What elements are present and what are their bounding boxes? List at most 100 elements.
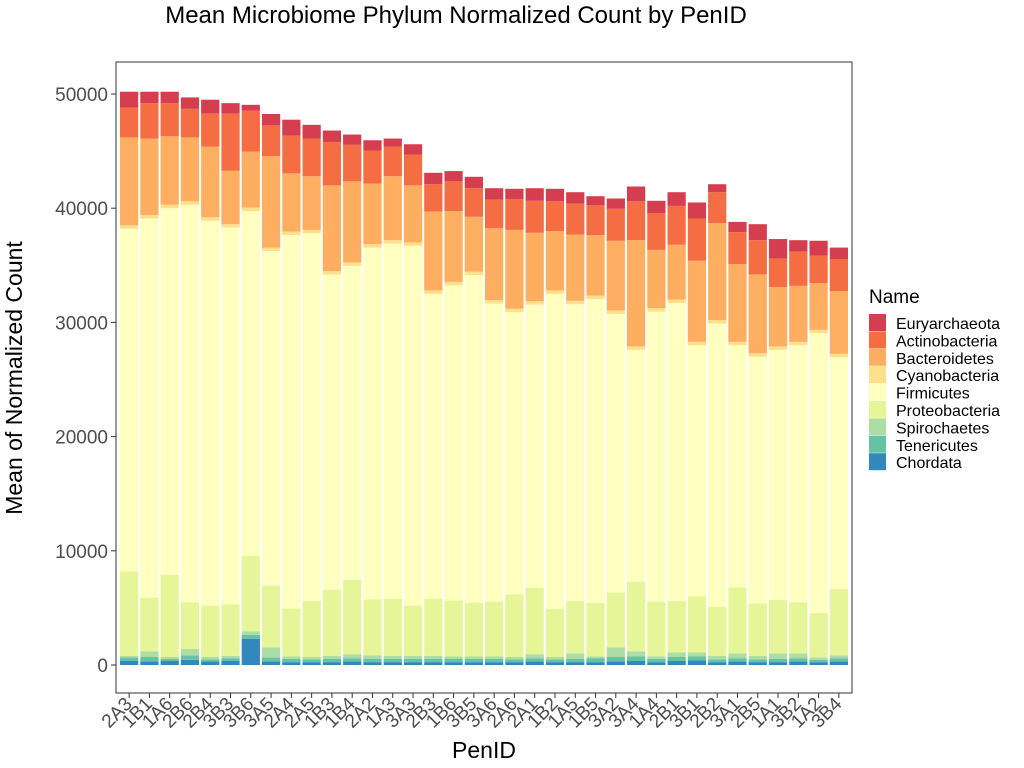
bar-segment-3B1-cyanobacteria bbox=[687, 341, 707, 346]
bar-segment-2A2-tenericutes bbox=[363, 658, 382, 663]
bar-segment-3B5-tenericutes bbox=[464, 658, 483, 663]
legend-swatch-euryarchaeota bbox=[869, 314, 886, 331]
bar-segment-1B1-cyanobacteria bbox=[140, 215, 159, 219]
bar-segment-1A2-firmicutes bbox=[809, 333, 828, 614]
bar-segment-1B1-euryarchaeota bbox=[140, 91, 159, 104]
legend-swatch-tenericutes bbox=[869, 435, 886, 453]
bar-segment-1A2-cyanobacteria bbox=[809, 329, 828, 334]
bar-segment-3A5-firmicutes bbox=[261, 251, 281, 586]
bar-segment-3B6-cyanobacteria bbox=[241, 207, 260, 212]
bar-segment-2A1-proteobacteria bbox=[525, 587, 544, 655]
bar-segment-2B6-actinobacteria bbox=[180, 108, 200, 138]
bar-segment-2B2-firmicutes bbox=[708, 323, 727, 607]
bar-segment-1B4-spirochaetes bbox=[343, 654, 362, 659]
bar-segment-1A4-chordata bbox=[647, 662, 666, 665]
bar-segment-1A4-firmicutes bbox=[647, 311, 666, 602]
bar-segment-3A3-cyanobacteria bbox=[403, 242, 423, 246]
bar-segment-3B4-actinobacteria bbox=[829, 259, 848, 291]
bar-segment-3A5-spirochaetes bbox=[261, 647, 281, 658]
bar-segment-1A4-tenericutes bbox=[647, 658, 666, 663]
bar-segment-2A1-chordata bbox=[525, 661, 544, 665]
bar-segment-1A1-bacteroidetes bbox=[768, 287, 788, 347]
bar-segment-2B3-proteobacteria bbox=[424, 598, 443, 656]
bar-segment-2A6-bacteroidetes bbox=[505, 229, 524, 309]
bar-segment-2A2-bacteroidetes bbox=[363, 183, 382, 245]
bar-segment-1A5-actinobacteria bbox=[566, 203, 585, 235]
bar-segment-1B4-proteobacteria bbox=[343, 579, 362, 655]
bar-segment-3B2-cyanobacteria bbox=[789, 341, 808, 346]
bar-segment-2A3-proteobacteria bbox=[120, 571, 139, 656]
bar-segment-1A5-proteobacteria bbox=[566, 601, 585, 654]
bar-segment-3B2-proteobacteria bbox=[789, 602, 808, 654]
bar-segment-1B3-euryarchaeota bbox=[322, 130, 342, 142]
bar-segment-2A5-actinobacteria bbox=[302, 138, 321, 177]
y-tick-label-0: 0 bbox=[97, 656, 108, 677]
bar-segment-1A3-tenericutes bbox=[383, 658, 402, 663]
y-tick-label-10000: 10000 bbox=[55, 542, 108, 563]
bar-segment-1A2-proteobacteria bbox=[809, 613, 828, 658]
bar-segment-1B6-actinobacteria bbox=[444, 181, 463, 212]
bar-segment-3A2-chordata bbox=[606, 661, 625, 665]
bar-segment-1B6-proteobacteria bbox=[444, 600, 463, 657]
bar-segment-2B1-cyanobacteria bbox=[667, 299, 686, 303]
bar-segment-2B1-firmicutes bbox=[667, 302, 686, 602]
bar-segment-3A4-cyanobacteria bbox=[626, 346, 646, 350]
bar-segment-2B5-firmicutes bbox=[748, 356, 767, 604]
bar-segment-1A6-chordata bbox=[160, 661, 179, 665]
bar-segment-1B5-bacteroidetes bbox=[586, 235, 605, 296]
bar-segment-3B4-spirochaetes bbox=[829, 655, 848, 659]
bar-segment-2B3-tenericutes bbox=[424, 658, 443, 663]
bar-segment-3A5-cyanobacteria bbox=[261, 247, 281, 252]
y-tick-label-30000: 30000 bbox=[55, 313, 108, 334]
bar-segment-2A4-spirochaetes bbox=[282, 656, 301, 659]
legend-label-actinobacteria: Actinobacteria bbox=[896, 333, 997, 350]
bar-segment-1B1-proteobacteria bbox=[140, 597, 159, 652]
bar-segment-2B6-cyanobacteria bbox=[180, 201, 200, 205]
bar-segment-3A1-proteobacteria bbox=[728, 587, 747, 654]
bar-segment-3B1-firmicutes bbox=[687, 345, 707, 597]
bar-segment-2B4-chordata bbox=[201, 661, 220, 665]
bar-segment-3A4-euryarchaeota bbox=[626, 186, 646, 202]
bar-segment-1B6-euryarchaeota bbox=[444, 171, 463, 182]
bar-segment-2A5-bacteroidetes bbox=[302, 176, 321, 230]
bar-segment-2B4-actinobacteria bbox=[201, 113, 220, 147]
legend-swatch-proteobacteria bbox=[869, 401, 886, 418]
bar-segment-2A6-cyanobacteria bbox=[505, 308, 524, 313]
y-tick-label-20000: 20000 bbox=[55, 428, 108, 449]
bar-segment-2A6-tenericutes bbox=[505, 659, 524, 663]
legend-swatch-spirochaetes bbox=[869, 418, 886, 436]
bar-segment-2A2-chordata bbox=[363, 662, 382, 665]
bar-segment-3B1-bacteroidetes bbox=[687, 260, 707, 342]
bar-segment-2B5-actinobacteria bbox=[748, 240, 767, 275]
bar-segment-1A1-euryarchaeota bbox=[768, 239, 788, 259]
bar-segment-1A5-chordata bbox=[566, 662, 585, 665]
bar-segment-2B5-tenericutes bbox=[748, 659, 767, 663]
bar-segment-3A3-spirochaetes bbox=[403, 655, 423, 659]
bar-segment-1B3-firmicutes bbox=[322, 274, 342, 590]
bar-segment-1B2-cyanobacteria bbox=[545, 290, 565, 294]
bar-segment-2B1-proteobacteria bbox=[667, 601, 686, 653]
bar-segment-2A4-chordata bbox=[282, 662, 301, 665]
bar-segment-1A6-cyanobacteria bbox=[160, 204, 179, 209]
legend-label-bacteroidetes: Bacteroidetes bbox=[896, 351, 994, 368]
bar-segment-1B2-firmicutes bbox=[545, 293, 565, 610]
bar-segment-2B6-spirochaetes bbox=[180, 649, 200, 656]
bar-segment-1A6-firmicutes bbox=[160, 208, 179, 575]
bar-segment-2A2-proteobacteria bbox=[363, 599, 382, 656]
bar-segment-2B4-bacteroidetes bbox=[201, 146, 220, 218]
legend-swatch-chordata bbox=[869, 453, 886, 471]
bar-segment-2B3-bacteroidetes bbox=[424, 211, 443, 291]
bar-segment-3B4-tenericutes bbox=[829, 658, 848, 662]
bar-segment-1B3-actinobacteria bbox=[322, 141, 342, 186]
bar-segment-2A6-proteobacteria bbox=[505, 594, 524, 658]
y-tick-label-40000: 40000 bbox=[55, 199, 108, 220]
bar-segment-1A2-bacteroidetes bbox=[809, 283, 828, 330]
bar-segment-2B4-spirochaetes bbox=[201, 657, 220, 660]
bar-segment-2B5-euryarchaeota bbox=[748, 224, 767, 241]
bar-segment-2A4-cyanobacteria bbox=[282, 231, 301, 236]
bar-segment-3B3-chordata bbox=[221, 661, 240, 665]
bar-segment-1A3-cyanobacteria bbox=[383, 240, 402, 244]
bar-segment-3B4-proteobacteria bbox=[829, 589, 848, 656]
bar-segment-1B6-chordata bbox=[444, 662, 463, 665]
bar-segment-1B4-chordata bbox=[343, 661, 362, 665]
